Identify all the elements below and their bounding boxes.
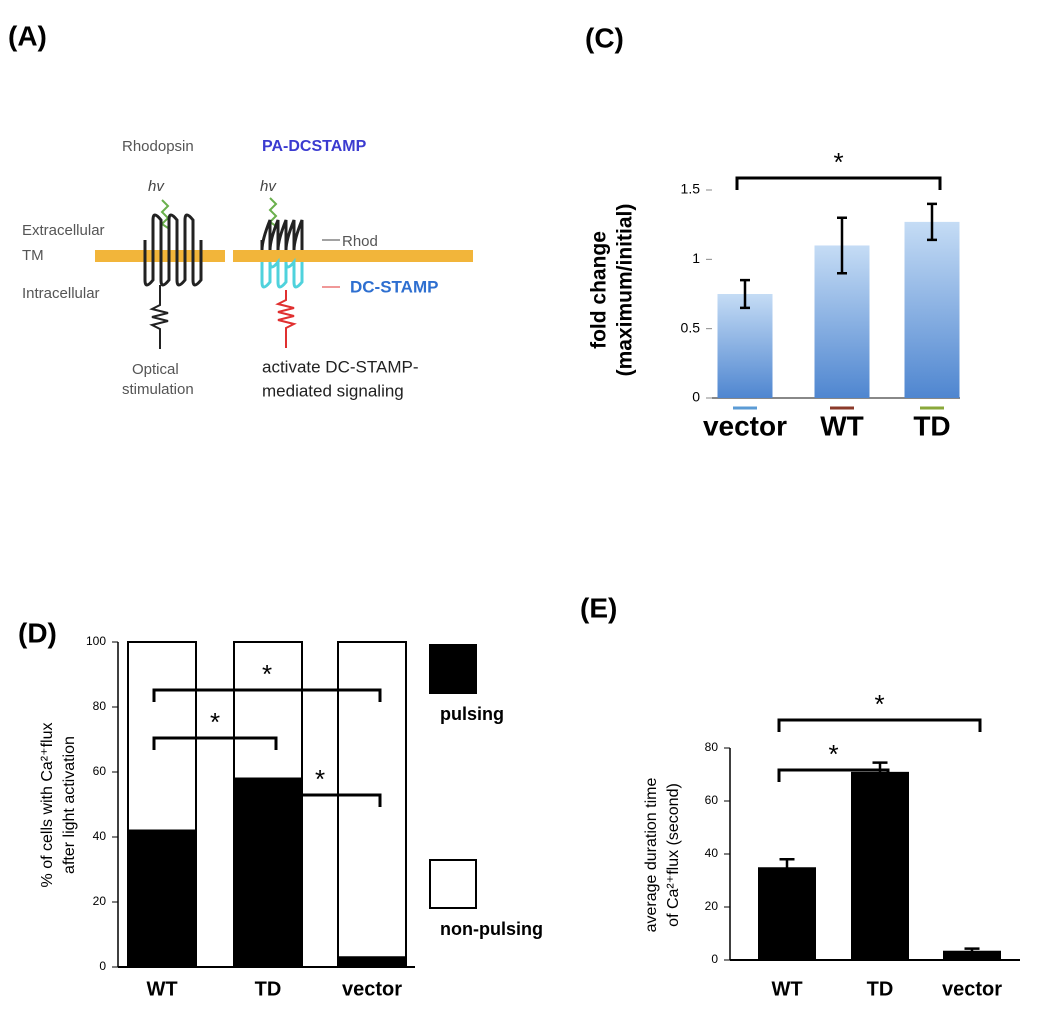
significance-star: * <box>262 659 272 689</box>
bar <box>904 221 960 398</box>
legend-swatch <box>429 859 477 909</box>
tail <box>149 285 169 349</box>
bar <box>943 950 1001 960</box>
error-bar <box>927 202 937 242</box>
tail <box>275 290 297 348</box>
x-tick-label: TD <box>255 978 282 1000</box>
legend-label: pulsing <box>440 704 504 724</box>
y-tick-label: 100 <box>86 634 106 648</box>
bar <box>758 867 816 960</box>
diagram-text: hv <box>260 178 277 195</box>
bar-segment <box>127 829 197 968</box>
y-axis-label: after light activation <box>61 736 78 874</box>
significance-star: * <box>828 739 838 769</box>
y-axis-label: (maximum/initial) <box>614 204 637 377</box>
x-tick-label: vector <box>703 410 787 441</box>
significance-bracket <box>152 688 382 702</box>
diagram-text: stimulation <box>122 381 194 398</box>
membrane <box>233 250 473 262</box>
x-tick-label: WT <box>771 978 802 1000</box>
y-tick-label: 1 <box>692 250 700 266</box>
y-tick-label: 60 <box>705 793 719 807</box>
x-tick-label: WT <box>820 410 864 441</box>
bar <box>717 294 773 398</box>
bar-segment <box>337 641 407 959</box>
significance-bracket <box>777 718 982 732</box>
panel-label: (C) <box>585 22 624 53</box>
helix <box>143 213 203 287</box>
y-tick-label: 0.5 <box>681 319 701 335</box>
significance-star: * <box>874 689 884 719</box>
y-tick-label: 0 <box>692 389 700 405</box>
error-bar <box>872 761 888 783</box>
diagram-text: hv <box>148 178 165 195</box>
y-tick-label: 60 <box>93 764 107 778</box>
error-bar <box>964 947 980 955</box>
diagram-text: DC-STAMP <box>350 277 438 296</box>
y-tick-label: 40 <box>705 846 719 860</box>
y-axis-label: fold change <box>588 231 611 349</box>
panel-label: (E) <box>580 592 617 623</box>
y-axis-label: of Ca²⁺flux (second) <box>665 783 682 927</box>
legend-swatch <box>429 644 477 694</box>
diagram-text: TM <box>22 247 44 264</box>
significance-bracket <box>777 768 890 782</box>
panel-label: (D) <box>18 617 57 648</box>
y-axis-label: % of cells with Ca²⁺flux <box>39 723 56 888</box>
bar-segment <box>233 641 303 780</box>
diagram-text: PA-DCSTAMP <box>262 138 367 155</box>
significance-star: * <box>210 707 220 737</box>
panel-label: (A) <box>8 20 47 51</box>
diagram-text: activate DC-STAMP- <box>262 357 419 376</box>
x-tick-label: vector <box>342 978 402 1000</box>
diagram-text: Optical <box>132 361 179 378</box>
bar-segment <box>127 641 197 832</box>
significance-bracket <box>258 793 382 807</box>
bar-segment <box>233 777 303 968</box>
diagram: (A) Rhodopsin PA-DCSTAMP hv hv Extracell… <box>8 20 473 400</box>
x-tick-label: TD <box>867 978 894 1000</box>
diagram-text: Rhod <box>342 233 378 250</box>
error-bar <box>837 216 847 275</box>
y-tick-label: 20 <box>93 894 107 908</box>
diagram-text: Rhodopsin <box>122 138 194 155</box>
y-tick-label: 80 <box>93 699 107 713</box>
y-tick-label: 0 <box>711 952 718 966</box>
y-tick-label: 20 <box>705 899 719 913</box>
light-wave <box>160 199 170 229</box>
legend-label: non-pulsing <box>440 919 543 939</box>
diagram-text: Extracellular <box>22 222 105 239</box>
error-bar <box>779 858 795 877</box>
significance-bracket <box>152 736 278 750</box>
significance-star: * <box>315 764 325 794</box>
bar-segment <box>337 956 407 968</box>
x-tick-label: WT <box>146 978 177 1000</box>
y-tick-label: 0 <box>99 959 106 973</box>
helix <box>260 257 304 289</box>
helix <box>260 219 304 251</box>
x-tick-label: TD <box>913 410 950 441</box>
y-tick-label: 1.5 <box>681 181 701 197</box>
significance-star: * <box>833 147 843 177</box>
x-tick-label: vector <box>942 978 1002 1000</box>
y-tick-label: 40 <box>93 829 107 843</box>
bar <box>851 771 909 960</box>
diagram-text: Intracellular <box>22 285 100 302</box>
y-axis-label: average duration time <box>643 778 660 933</box>
error-bar <box>740 278 750 310</box>
diagram-text: mediated signaling <box>262 381 404 400</box>
significance-bracket <box>735 176 942 190</box>
y-tick-label: 80 <box>705 740 719 754</box>
